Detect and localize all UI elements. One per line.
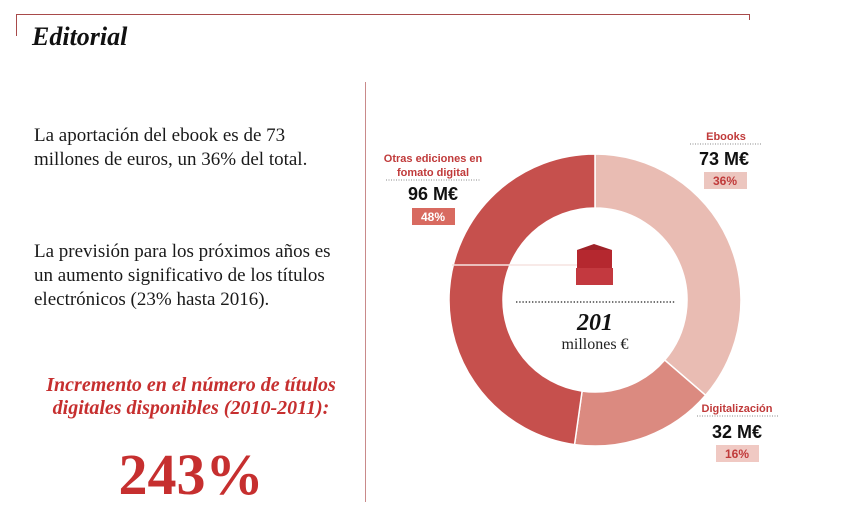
top-rule-tick [749,14,750,20]
slice-percent: 16% [725,447,749,461]
slice-name: Digitalización [702,403,773,415]
slice-label-ebooks: Ebooks 73 M€ 36% [690,131,762,189]
top-rule-tick [16,14,17,36]
donut-hole [503,208,687,392]
section-title: Editorial [32,22,128,51]
slice-value: 96 M€ [408,184,458,204]
ebook-contribution-text: La aportación del ebook es de 73 millone… [34,125,308,170]
slice-percent: 48% [421,210,445,224]
book-icon [576,244,613,285]
slice-name-line-1: Otras ediciones en [384,153,483,165]
top-rule [16,14,750,15]
chart-total-value: 201 [576,310,613,336]
highlight-caption: Incremento en el número de títulos digit… [46,374,336,419]
slice-name-line-2: fomato digital [397,167,469,179]
slice-percent-badge [412,208,455,225]
slice-value: 32 M€ [712,422,762,442]
slice-value: 73 M€ [699,149,749,169]
slice-percent-badge [704,172,747,189]
slice-label-digitalizacion: Digitalización 32 M€ 16% [697,403,778,462]
chart-total-unit: millones € [561,336,628,353]
slice-percent-badge [716,445,759,462]
slice-percent: 36% [713,174,737,188]
slice-name: Ebooks [706,131,746,143]
slice-label-otras-ediciones: Otras ediciones en fomato digital 96 M€ … [384,153,483,225]
highlight-value: 243% [118,442,264,507]
column-divider [365,82,366,502]
forecast-text: La previsión para los próximos años es u… [34,241,331,310]
